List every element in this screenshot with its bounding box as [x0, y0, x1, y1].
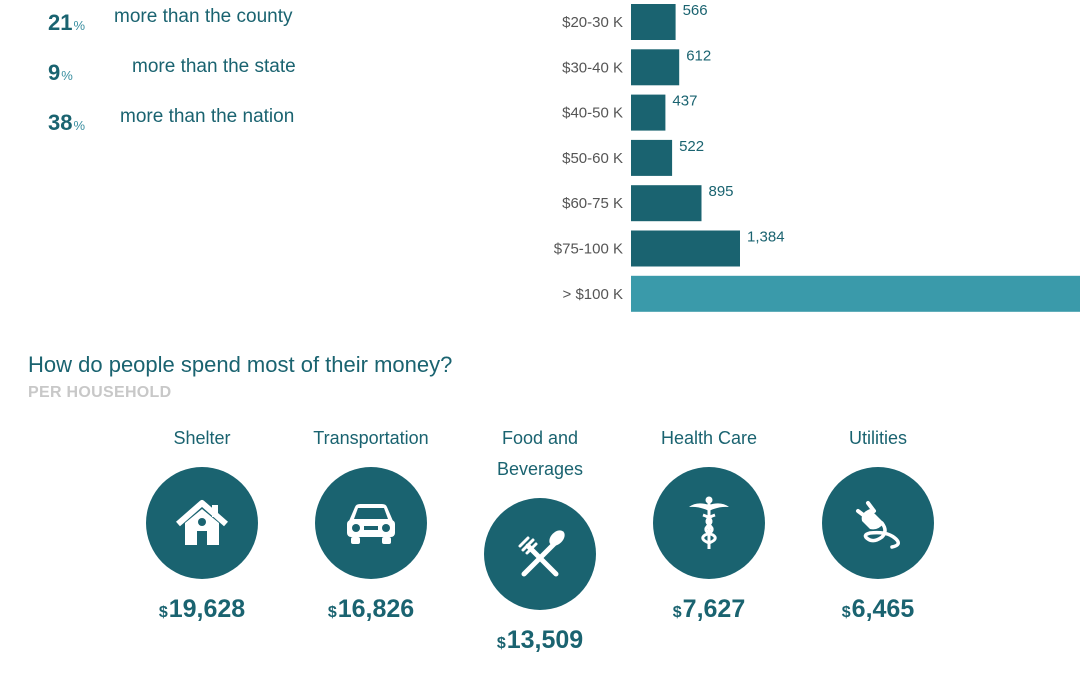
spend-item-utilities: Utilities $6,465	[793, 423, 963, 623]
spend-amount: $7,627	[672, 595, 746, 623]
stat-value: 9%	[48, 60, 73, 85]
section-subtitle: PER HOUSEHOLD	[28, 384, 172, 401]
value-label: 1,384	[747, 229, 785, 246]
value-label: 522	[679, 138, 704, 155]
stat-label: more than the state	[132, 56, 296, 77]
stat-label: more than the county	[114, 6, 293, 27]
fork-spoon-icon	[484, 498, 596, 610]
value-label: 895	[709, 183, 734, 200]
bar	[631, 139, 673, 176]
spend-item-transportation: Transportation $16,826	[286, 423, 456, 623]
spend-amount: $13,509	[496, 626, 584, 654]
category-label: > $100 K	[563, 286, 623, 303]
section-title: How do people spend most of their money?	[28, 352, 453, 377]
car-icon	[315, 467, 427, 579]
bar	[631, 275, 1080, 312]
spend-item-health-care: Health Care $7,627	[624, 423, 794, 623]
spend-label: Health Care	[660, 428, 758, 448]
spend-item-shelter: Shelter $19,628	[117, 423, 287, 623]
category-label: $30-40 K	[562, 59, 623, 76]
category-label: $40-50 K	[562, 105, 623, 122]
income-bar-chart: $20-30 K 566 $30-40 K 612 $40-50 K 437 $50-60 …	[554, 2, 1080, 312]
category-label: $50-60 K	[562, 150, 623, 167]
stat-nation: 38% more than the nation	[48, 106, 368, 136]
category-label: $60-75 K	[562, 195, 623, 212]
value-label: 566	[683, 2, 708, 19]
spend-label: Transportation	[313, 428, 429, 448]
bar	[631, 185, 702, 222]
value-label: 612	[686, 47, 711, 64]
bar	[631, 49, 680, 86]
caduceus-icon	[653, 467, 765, 579]
bar	[631, 4, 676, 40]
bar	[631, 94, 666, 131]
spend-amount: $19,628	[158, 595, 246, 623]
stat-value: 21%	[48, 10, 86, 35]
spend-amount: $6,465	[841, 595, 915, 623]
stat-state: 9% more than the state	[48, 56, 368, 86]
stat-label: more than the nation	[120, 106, 295, 127]
spend-label: Food and Beverages	[496, 428, 584, 479]
value-label: 437	[672, 93, 697, 110]
house-icon	[146, 467, 258, 579]
spend-amount: $16,826	[327, 595, 415, 623]
stat-value: 38%	[48, 110, 86, 135]
bar	[631, 230, 740, 267]
category-label: $75-100 K	[554, 241, 623, 258]
spend-label: Utilities	[848, 428, 907, 448]
stat-county: 21% more than the county	[48, 6, 368, 36]
spend-item-food-and-beverages: Food and Beverages $13,509	[455, 423, 625, 654]
plug-icon	[822, 467, 934, 579]
spend-label: Shelter	[173, 428, 231, 448]
category-label: $20-30 K	[562, 14, 623, 31]
